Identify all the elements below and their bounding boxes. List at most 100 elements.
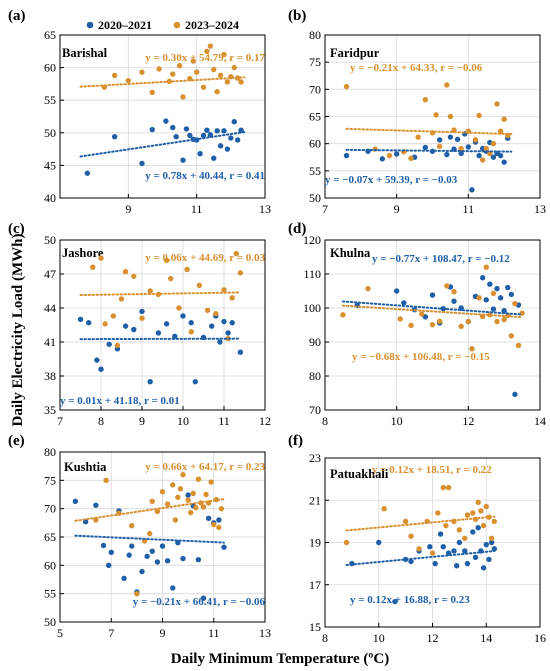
data-point-2023-2024 [408,322,414,329]
data-point-2020-2021 [465,144,472,150]
data-point-2023-2024 [185,497,191,503]
legend-label-2023-2024: 2023–2024 [185,18,239,32]
x-tick-label: 13 [534,202,546,216]
data-point-2023-2024 [436,143,443,150]
data-point-2023-2024 [445,484,452,491]
data-point-2023-2024 [229,295,235,301]
regression-equation-2023-2024: y = −0.21x + 64.33, r = −0.06 [350,62,483,74]
data-point-2023-2024 [494,318,500,325]
y-tick-label: 23 [309,451,321,465]
data-point-2023-2024 [386,152,393,159]
data-point-2020-2021 [139,160,145,167]
data-point-2020-2021 [94,357,100,363]
data-point-2023-2024 [415,134,421,140]
data-point-2023-2024 [139,315,145,321]
panel-title: Khulna [330,246,371,260]
data-point-2020-2021 [149,548,155,554]
data-point-2020-2021 [188,320,194,326]
data-point-2023-2024 [204,307,211,313]
data-point-2023-2024 [340,312,346,318]
data-point-2020-2021 [170,585,176,591]
y-tick-label: 80 [309,28,321,42]
data-point-2023-2024 [479,157,486,163]
data-point-2023-2024 [488,535,495,541]
data-point-2020-2021 [93,502,99,508]
data-point-2023-2024 [515,342,522,349]
x-tick-label: 10 [373,631,385,645]
data-point-2020-2021 [221,128,227,134]
data-point-2020-2021 [512,391,518,398]
data-point-2020-2021 [437,531,444,537]
data-point-2023-2024 [177,486,184,492]
data-point-2020-2021 [121,575,127,582]
data-point-2023-2024 [464,512,471,518]
data-point-2020-2021 [108,549,114,555]
data-point-2020-2021 [221,544,227,550]
data-point-2023-2024 [146,530,153,537]
trend-line-2020-2021 [345,550,496,566]
trend-line-2023-2024 [345,127,513,136]
x-tick-label: 10 [391,414,403,428]
panel-faridpur: 50 55 60 65 70 75 80 7 9 11 13 (b) Faridpur y = −0.07… [288,8,546,216]
data-point-2020-2021 [469,187,475,193]
y-tick-label: 50 [44,615,56,629]
data-point-2023-2024 [237,270,244,276]
regression-equation-2020-2021: y = 0.12x + 16.88, r = 0.23 [350,594,470,606]
data-point-2023-2024 [208,479,214,485]
trend-line-2023-2024 [345,515,496,532]
data-point-2023-2024 [139,69,145,75]
data-point-2020-2021 [422,144,429,151]
data-point-2020-2021 [147,378,153,385]
y-tick-label: 65 [44,28,56,42]
data-point-2023-2024 [365,285,371,292]
regression-equation-2023-2024: y = 0.12x + 18.51, r = 0.22 [372,464,492,476]
data-point-2020-2021 [476,152,482,159]
x-tick-label: 8 [322,414,328,428]
x-tick-label: 7 [108,626,114,640]
data-point-2023-2024 [200,504,207,510]
data-point-2023-2024 [131,273,137,279]
data-point-2020-2021 [209,323,215,329]
data-point-2020-2021 [105,562,112,569]
data-point-2023-2024 [458,145,464,152]
data-point-2020-2021 [451,548,457,554]
data-point-2023-2024 [193,69,200,75]
data-point-2020-2021 [163,321,170,327]
data-point-2023-2024 [164,501,171,507]
data-point-2023-2024 [416,546,422,552]
data-point-2020-2021 [427,544,433,550]
data-point-2020-2021 [72,498,79,504]
data-point-2023-2024 [408,155,414,162]
y-tick-label: 80 [309,369,321,383]
data-point-2023-2024 [111,72,118,79]
x-tick-label: 11 [463,202,475,216]
data-point-2023-2024 [188,329,194,335]
data-point-2023-2024 [429,321,436,328]
data-point-2020-2021 [139,308,145,315]
data-point-2020-2021 [464,560,471,567]
data-point-2023-2024 [231,64,237,71]
data-point-2023-2024 [458,323,464,330]
data-point-2020-2021 [472,554,479,560]
data-point-2023-2024 [480,522,487,529]
data-point-2023-2024 [462,535,468,541]
y-tick-label: 120 [303,233,321,247]
data-point-2020-2021 [486,556,492,563]
data-point-2020-2021 [163,118,169,124]
data-point-2020-2021 [393,288,400,294]
data-point-2023-2024 [491,518,498,525]
data-point-2020-2021 [451,298,457,304]
y-tick-label: 45 [44,158,56,172]
x-tick-label: 7 [322,202,328,216]
y-tick-label: 110 [303,267,321,281]
legend-marker-2020-2021 [86,21,94,29]
data-point-2023-2024 [122,269,129,275]
x-axis-title: Daily Minimum Temperature (ºC) [171,651,389,667]
regression-equation-2023-2024: y = 0.06x + 44.69, r = 0.03 [145,252,265,264]
data-point-2023-2024 [163,257,170,264]
data-point-2023-2024 [433,112,439,118]
data-point-2023-2024 [494,101,500,107]
panels: 40 45 50 55 60 65 9 11 13 (a) Barishal y = 0.78x + … [8,8,546,645]
data-point-2023-2024 [408,533,414,539]
data-point-2023-2024 [176,62,183,69]
